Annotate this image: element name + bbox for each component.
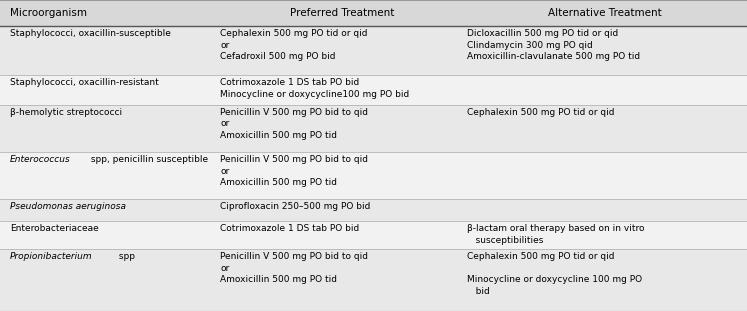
Bar bbox=[0, 221, 747, 249]
Text: Staphylococci, oxacillin-resistant: Staphylococci, oxacillin-resistant bbox=[10, 78, 158, 87]
Bar bbox=[0, 105, 747, 152]
Text: Dicloxacillin 500 mg PO tid or qid
Clindamycin 300 mg PO qid
Amoxicillin-clavula: Dicloxacillin 500 mg PO tid or qid Clind… bbox=[467, 29, 640, 61]
Text: spp: spp bbox=[117, 253, 135, 262]
Text: Cephalexin 500 mg PO tid or qid

Minocycline or doxycycline 100 mg PO
   bid: Cephalexin 500 mg PO tid or qid Minocycl… bbox=[467, 253, 642, 296]
Bar bbox=[0, 0, 747, 26]
Text: Cephalexin 500 mg PO tid or qid: Cephalexin 500 mg PO tid or qid bbox=[467, 108, 614, 117]
Text: β-hemolytic streptococci: β-hemolytic streptococci bbox=[10, 108, 122, 117]
Text: Cephalexin 500 mg PO tid or qid
or
Cefadroxil 500 mg PO bid: Cephalexin 500 mg PO tid or qid or Cefad… bbox=[220, 29, 368, 61]
Text: Enterococcus: Enterococcus bbox=[10, 155, 70, 164]
Bar bbox=[0, 199, 747, 221]
Bar bbox=[0, 152, 747, 199]
Text: Pseudomonas aeruginosa: Pseudomonas aeruginosa bbox=[10, 202, 125, 211]
Bar bbox=[0, 75, 747, 105]
Text: Microorganism: Microorganism bbox=[10, 8, 87, 18]
Bar bbox=[0, 249, 747, 311]
Text: Cotrimoxazole 1 DS tab PO bid: Cotrimoxazole 1 DS tab PO bid bbox=[220, 224, 359, 233]
Text: spp, penicillin susceptible: spp, penicillin susceptible bbox=[88, 155, 208, 164]
Text: Enterobacteriaceae: Enterobacteriaceae bbox=[10, 224, 99, 233]
Text: Penicillin V 500 mg PO bid to qid
or
Amoxicillin 500 mg PO tid: Penicillin V 500 mg PO bid to qid or Amo… bbox=[220, 253, 368, 284]
Text: Penicillin V 500 mg PO bid to qid
or
Amoxicillin 500 mg PO tid: Penicillin V 500 mg PO bid to qid or Amo… bbox=[220, 155, 368, 187]
Text: Staphylococci, oxacillin-susceptible: Staphylococci, oxacillin-susceptible bbox=[10, 29, 170, 38]
Text: Ciprofloxacin 250–500 mg PO bid: Ciprofloxacin 250–500 mg PO bid bbox=[220, 202, 371, 211]
Text: Preferred Treatment: Preferred Treatment bbox=[290, 8, 394, 18]
Text: Propionibacterium: Propionibacterium bbox=[10, 253, 93, 262]
Text: Cotrimoxazole 1 DS tab PO bid
Minocycline or doxycycline100 mg PO bid: Cotrimoxazole 1 DS tab PO bid Minocyclin… bbox=[220, 78, 409, 99]
Bar bbox=[0, 26, 747, 75]
Text: Penicillin V 500 mg PO bid to qid
or
Amoxicillin 500 mg PO tid: Penicillin V 500 mg PO bid to qid or Amo… bbox=[220, 108, 368, 140]
Text: Alternative Treatment: Alternative Treatment bbox=[548, 8, 662, 18]
Text: β-lactam oral therapy based on in vitro
   susceptibilities: β-lactam oral therapy based on in vitro … bbox=[467, 224, 645, 244]
